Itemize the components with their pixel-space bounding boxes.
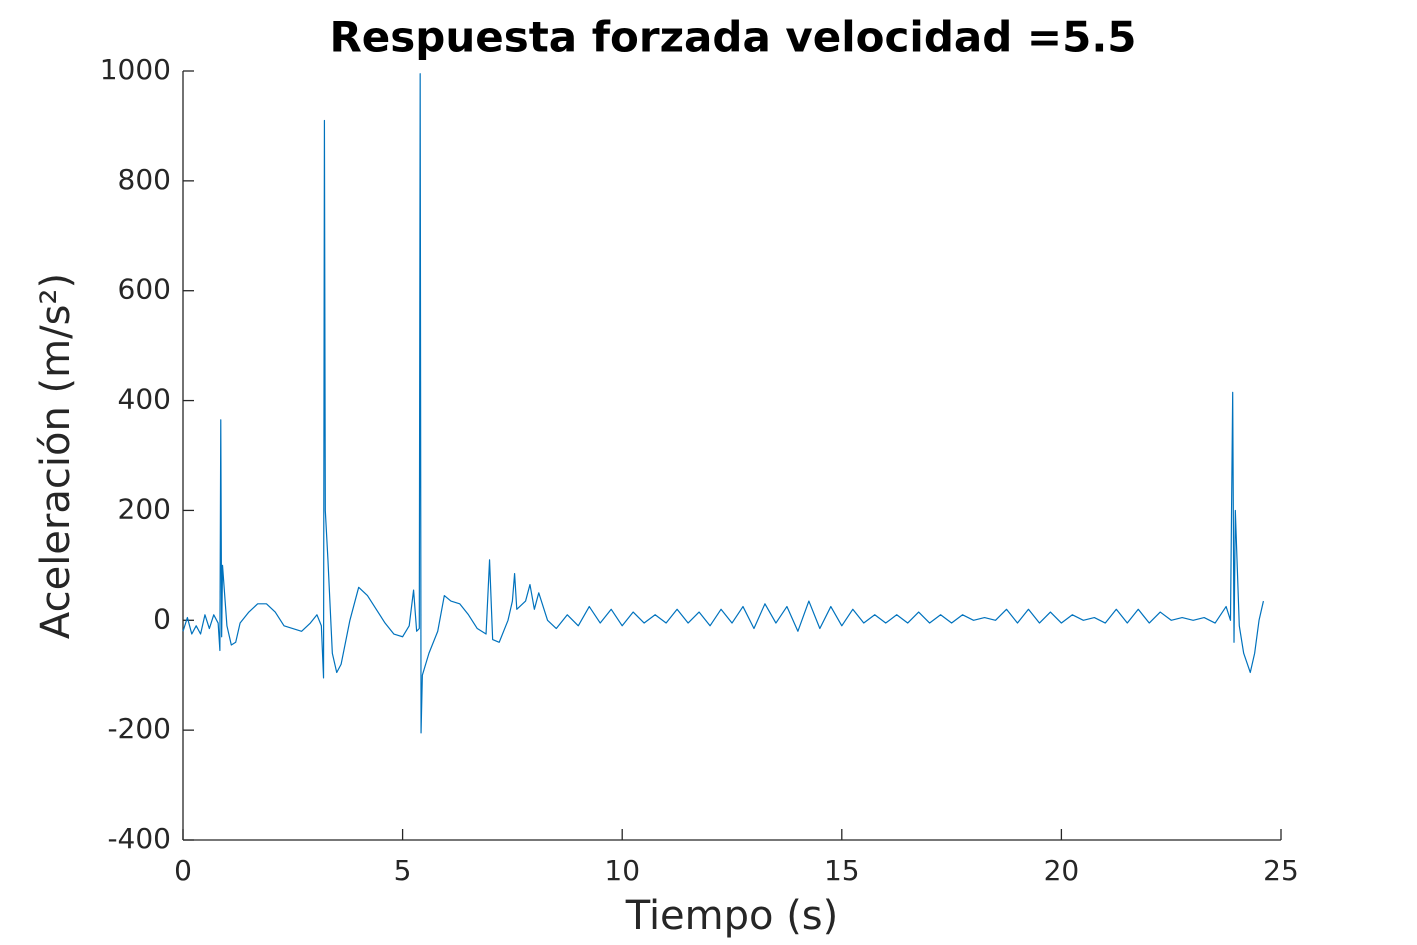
data-line: [182, 73, 1265, 734]
y-tick-label: -200: [107, 712, 171, 745]
x-tick-label: 20: [1044, 854, 1080, 887]
x-tick-label: 0: [174, 854, 192, 887]
y-tick-label: 1000: [100, 53, 171, 86]
x-tick-label: 5: [394, 854, 412, 887]
y-tick-label: 0: [153, 602, 171, 635]
y-tick-label: 200: [118, 492, 171, 525]
x-tick-label: 15: [824, 854, 860, 887]
x-axis-label: Tiempo (s): [625, 893, 839, 939]
y-axis-label: Aceleración (m/s²): [33, 273, 79, 639]
y-tick-label: 800: [118, 163, 171, 196]
x-tick-label: 25: [1263, 854, 1299, 887]
chart-title: Respuesta forzada velocidad =5.5: [329, 13, 1136, 62]
y-tick-label: 400: [118, 383, 171, 416]
x-tick-label: 10: [604, 854, 640, 887]
y-tick-label: -400: [107, 822, 171, 855]
y-tick-label: 600: [118, 273, 171, 306]
